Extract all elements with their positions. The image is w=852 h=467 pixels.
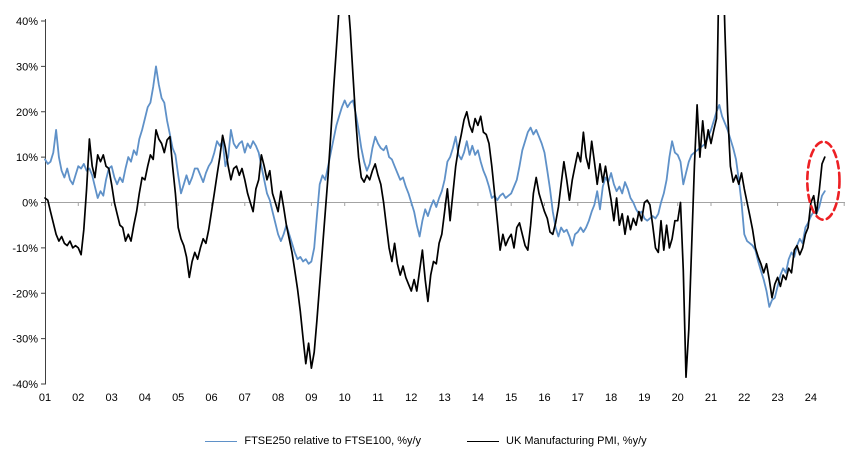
y-axis-tick-label: 0%	[22, 198, 38, 210]
highlight-ellipse-annotation	[805, 140, 841, 222]
series-line-uk-manufacturing-pmi	[44, 15, 826, 379]
x-axis-year-label: 01	[39, 392, 51, 404]
y-axis-tick-label: 20%	[16, 107, 38, 119]
y-axis-tick-label: -20%	[12, 288, 38, 300]
legend-item-ftse250: FTSE250 relative to FTSE100, %y/y	[205, 436, 421, 447]
legend-label-ftse250: FTSE250 relative to FTSE100, %y/y	[244, 435, 422, 447]
legend: FTSE250 relative to FTSE100, %y/y UK Man…	[0, 436, 852, 447]
x-axis-year-label: 09	[305, 392, 317, 404]
x-axis-year-label: 18	[605, 392, 617, 404]
x-axis-year-label: 11	[372, 392, 383, 404]
x-axis-year-label: 19	[638, 392, 650, 404]
x-axis-year-label: 04	[139, 392, 151, 404]
x-axis-year-label: 12	[405, 392, 417, 404]
legend-item-uk-pmi: UK Manufacturing PMI, %y/y	[467, 436, 647, 447]
x-axis-year-label: 08	[272, 392, 284, 404]
x-axis-year-label: 14	[472, 392, 484, 404]
series-line-ftse250-relative-to-ftse100	[44, 65, 826, 308]
legend-label-uk-pmi: UK Manufacturing PMI, %y/y	[506, 435, 647, 447]
y-axis-tick-label: -10%	[12, 243, 38, 255]
y-axis-tick-label: 40%	[16, 16, 38, 28]
x-axis-year-label: 02	[72, 392, 84, 404]
y-axis-tick-label: 10%	[16, 152, 38, 164]
x-axis-year-label: 10	[339, 392, 351, 404]
x-axis-year-label: 03	[105, 392, 117, 404]
x-axis-year-label: 15	[505, 392, 517, 404]
x-axis-year-label: 23	[771, 392, 783, 404]
x-axis-year-label: 20	[672, 392, 684, 404]
x-axis-year-label: 07	[239, 392, 251, 404]
legend-line-swatch-blue	[205, 441, 238, 442]
y-axis-tick-label: -30%	[12, 334, 38, 346]
x-axis-year-label: 06	[205, 392, 217, 404]
x-axis-year-label: 21	[705, 392, 717, 404]
y-axis-tick-label: 30%	[16, 61, 38, 73]
x-axis-year-label: 13	[438, 392, 450, 404]
chart-canvas: 40% 30% 20% 10% 0% -10% -20% -30% -40%01 02 03 04 05…	[12, 15, 845, 404]
y-axis-tick-label: -40%	[12, 379, 38, 391]
x-axis-year-label: 05	[172, 392, 184, 404]
x-axis-year-label: 22	[738, 392, 750, 404]
x-axis-year-label: 24	[805, 392, 817, 404]
legend-line-swatch-black	[467, 441, 500, 442]
x-axis-year-label: 16	[538, 392, 550, 404]
x-axis-year-label: 17	[572, 392, 584, 404]
